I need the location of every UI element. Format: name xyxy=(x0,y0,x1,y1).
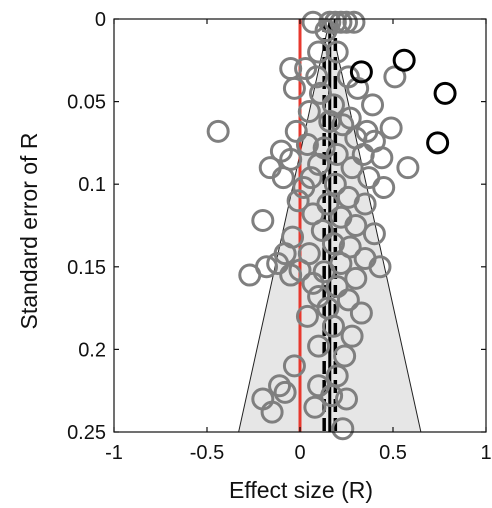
studies-point xyxy=(310,218,334,242)
studies-point xyxy=(206,119,230,143)
studies-point xyxy=(307,334,331,358)
studies-point xyxy=(372,176,396,200)
studies-point xyxy=(321,314,345,338)
y-tick-label: 0 xyxy=(95,9,106,31)
studies-point xyxy=(292,176,316,200)
studies-point xyxy=(320,384,344,408)
studies-point xyxy=(353,192,377,216)
studies-point xyxy=(361,93,385,117)
studies-point xyxy=(349,301,373,325)
studies-point xyxy=(282,76,306,100)
studies-point xyxy=(284,119,308,143)
y-axis-label: Standard error of R xyxy=(16,133,42,330)
study-points xyxy=(206,10,457,441)
studies-point xyxy=(314,19,338,43)
axes: -1 -0.5 0 0.5 1 0 0.05 0.1 0.15 0.2 0.25 xyxy=(67,9,492,464)
studies-point xyxy=(323,172,347,196)
imputed-studies-point xyxy=(433,81,457,105)
studies-point xyxy=(321,93,345,117)
studies-point xyxy=(303,395,327,419)
studies-point xyxy=(279,263,303,287)
studies-point xyxy=(307,152,331,176)
studies-point xyxy=(340,156,364,180)
studies-point xyxy=(368,255,392,279)
x-tick-label: -0.5 xyxy=(190,442,224,464)
x-tick-label: -1 xyxy=(105,442,123,464)
studies-point xyxy=(362,222,386,246)
y-tick-label: 0.05 xyxy=(67,92,106,114)
studies-point xyxy=(301,271,325,295)
studies-point xyxy=(335,10,358,34)
y-tick-label: 0.25 xyxy=(67,422,106,444)
imputed-studies-point xyxy=(392,48,416,72)
studies-point xyxy=(325,275,349,299)
x-tick-label: 0.5 xyxy=(379,442,407,464)
studies-point xyxy=(286,189,310,213)
studies-point xyxy=(295,133,319,157)
studies-point xyxy=(342,10,366,34)
studies-point xyxy=(379,116,403,140)
studies-point xyxy=(344,266,368,290)
studies-point xyxy=(325,142,349,166)
studies-point xyxy=(260,400,284,424)
x-tick-label: 0 xyxy=(294,442,305,464)
x-tick-label: 1 xyxy=(480,442,491,464)
studies-point xyxy=(333,344,357,368)
y-tick-label: 0.2 xyxy=(78,339,106,361)
studies-point xyxy=(305,65,329,89)
studies-point xyxy=(331,113,355,137)
studies-point xyxy=(370,146,394,170)
studies-point xyxy=(346,76,370,100)
studies-point xyxy=(266,251,290,275)
studies-point xyxy=(331,417,355,441)
studies-point xyxy=(340,324,364,348)
studies-point xyxy=(308,81,332,105)
studies-point xyxy=(396,156,420,180)
studies-point xyxy=(271,166,295,190)
studies-point xyxy=(344,214,368,237)
x-axis-label: Effect size (R) xyxy=(229,477,373,503)
studies-point xyxy=(282,354,306,378)
y-tick-label: 0.1 xyxy=(78,174,106,196)
studies-point xyxy=(297,100,321,124)
studies-point xyxy=(273,380,297,404)
imputed-studies-point xyxy=(349,60,373,84)
studies-point xyxy=(318,109,342,133)
studies-point xyxy=(336,288,360,312)
studies-point xyxy=(325,40,349,64)
studies-point xyxy=(335,387,358,411)
studies-point xyxy=(321,232,345,256)
studies-point xyxy=(238,263,262,287)
imputed-studies-point xyxy=(426,131,450,155)
studies-point xyxy=(251,209,275,233)
studies-point xyxy=(295,304,319,328)
y-tick-label: 0.15 xyxy=(67,257,106,279)
studies-point xyxy=(268,374,292,398)
